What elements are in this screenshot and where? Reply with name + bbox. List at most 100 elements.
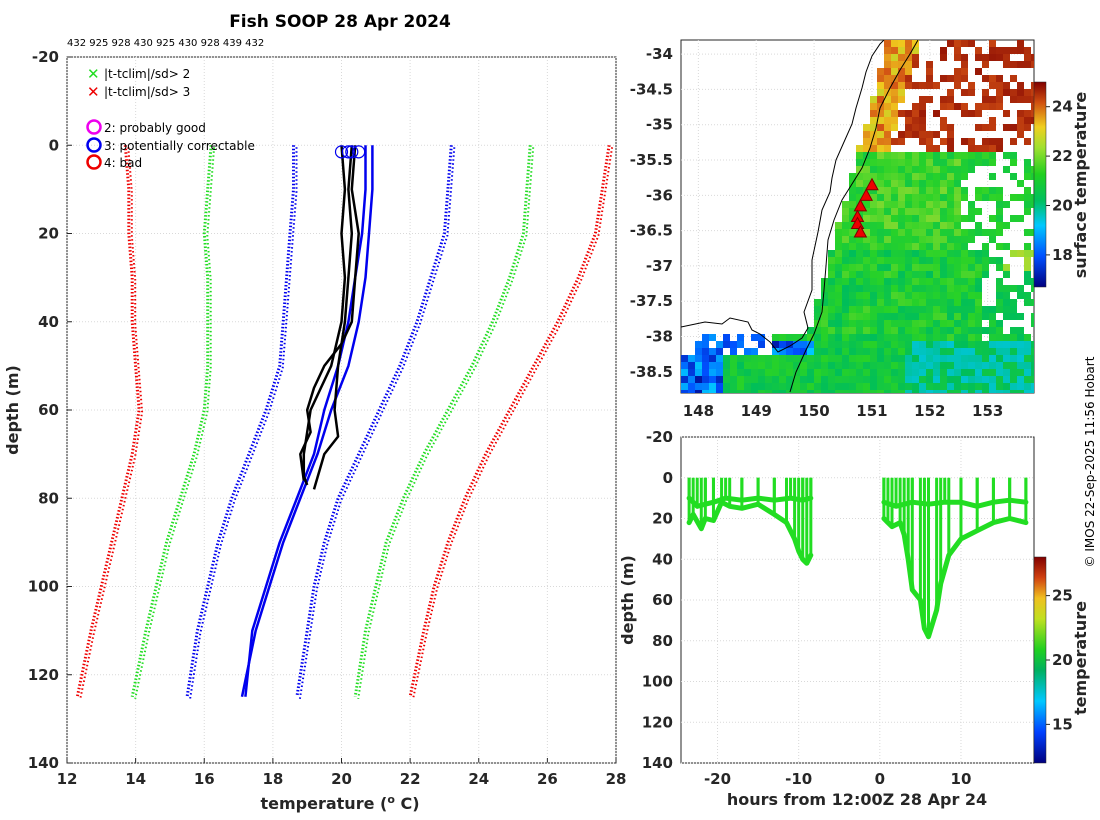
- sst-pixel: [933, 82, 940, 89]
- sst-pixel: [1024, 376, 1031, 383]
- sst-pixel: [856, 243, 863, 250]
- sst-pixel: [849, 201, 856, 208]
- sst-pixel: [905, 271, 912, 278]
- sst-pixel: [940, 327, 947, 334]
- sst-pixel: [1024, 229, 1031, 236]
- temperature-colorbar: [1033, 556, 1047, 764]
- legend-marker-x-red: ✕: [87, 83, 100, 101]
- sst-pixel: [919, 306, 926, 313]
- sst-pixel: [968, 215, 975, 222]
- sst-pixel: [884, 362, 891, 369]
- sst-pixel: [1003, 222, 1010, 229]
- sst-pixel: [905, 327, 912, 334]
- sst-pixel: [961, 89, 968, 96]
- sst-pixel: [940, 222, 947, 229]
- sst-pixel: [877, 187, 884, 194]
- sst-pixel: [863, 285, 870, 292]
- sst-pixel: [919, 299, 926, 306]
- sst-pixel: [828, 257, 835, 264]
- sst-pixel: [744, 369, 751, 376]
- sst-pixel: [996, 75, 1003, 82]
- sst-pixel: [849, 383, 856, 390]
- y-tick-label: -37.5: [630, 292, 673, 310]
- sst-pixel: [912, 383, 919, 390]
- sst-pixel: [1010, 355, 1017, 362]
- y-tick-label: 20: [652, 510, 673, 528]
- sst-pixel: [870, 138, 877, 145]
- sst-pixel: [989, 215, 996, 222]
- sst-pixel: [793, 355, 800, 362]
- sst-pixel: [856, 285, 863, 292]
- sst-pixel: [989, 257, 996, 264]
- sst-pixel: [947, 145, 954, 152]
- sst-pixel: [1010, 138, 1017, 145]
- profiles-tick-labels: 12 14 16 18 20 22 24 26 28 -20 0 20 40 60 80 100 120 140: [28, 48, 627, 788]
- copyright-note: © IMOS 22-Sep-2025 11:56 Hobart: [1083, 356, 1097, 567]
- sst-pixel: [800, 348, 807, 355]
- sst-pixel: [856, 383, 863, 390]
- sst-pixel: [905, 355, 912, 362]
- sst-pixel: [849, 229, 856, 236]
- sst-pixel: [870, 257, 877, 264]
- sst-pixel: [877, 278, 884, 285]
- sst-pixel: [751, 376, 758, 383]
- sst-pixel: [996, 292, 1003, 299]
- sst-pixel: [905, 110, 912, 117]
- sst-pixel: [961, 369, 968, 376]
- sst-pixel: [961, 110, 968, 117]
- series-line: [134, 147, 216, 700]
- sst-pixel: [940, 264, 947, 271]
- sst-pixel: [954, 327, 961, 334]
- sst-pixel: [835, 243, 842, 250]
- sst-pixel: [891, 376, 898, 383]
- sst-pixel: [961, 194, 968, 201]
- sst-pixel: [849, 271, 856, 278]
- sst-pixel: [947, 75, 954, 82]
- sst-pixel: [905, 82, 912, 89]
- sst-pixel: [751, 355, 758, 362]
- sst-pixel: [933, 222, 940, 229]
- sst-pixel: [737, 369, 744, 376]
- sst-pixel: [758, 334, 765, 341]
- sst-pixel: [716, 376, 723, 383]
- sst-pixel: [947, 229, 954, 236]
- sst-pixel: [758, 369, 765, 376]
- sst-pixel: [933, 194, 940, 201]
- sst-pixel: [961, 285, 968, 292]
- sst-pixel: [1010, 362, 1017, 369]
- sst-pixel: [975, 313, 982, 320]
- sst-pixel: [849, 313, 856, 320]
- sst-pixel: [1003, 201, 1010, 208]
- sst-pixel: [863, 390, 870, 393]
- sst-pixel: [968, 110, 975, 117]
- sst-pixel: [891, 89, 898, 96]
- sst-pixel: [849, 215, 856, 222]
- sst-pixel: [1010, 61, 1017, 68]
- sst-pixel: [905, 278, 912, 285]
- sst-pixel: [905, 166, 912, 173]
- sst-pixel: [919, 222, 926, 229]
- sst-pixel: [926, 215, 933, 222]
- sst-pixel: [1024, 271, 1031, 278]
- sst-pixel: [954, 187, 961, 194]
- sst-pixel: [912, 292, 919, 299]
- series-line: [189, 147, 298, 699]
- sst-pixel: [898, 68, 905, 75]
- sst-pixel: [947, 369, 954, 376]
- sst-pixel: [954, 348, 961, 355]
- sst-pixel: [919, 264, 926, 271]
- y-tick-label: -35.5: [630, 151, 673, 169]
- sst-pixel: [919, 348, 926, 355]
- sst-pixel: [1010, 250, 1017, 257]
- sst-pixel: [975, 355, 982, 362]
- sst-pixel: [926, 96, 933, 103]
- sst-pixel: [835, 229, 842, 236]
- sst-pixel: [989, 362, 996, 369]
- sst-pixel: [982, 390, 989, 393]
- sst-pixel: [912, 390, 919, 393]
- temperature-colorbar-ticks: 15 20 25: [1046, 587, 1073, 733]
- sst-pixel: [933, 201, 940, 208]
- sst-pixel: [912, 313, 919, 320]
- sst-pixel: [821, 299, 828, 306]
- sst-pixel: [975, 194, 982, 201]
